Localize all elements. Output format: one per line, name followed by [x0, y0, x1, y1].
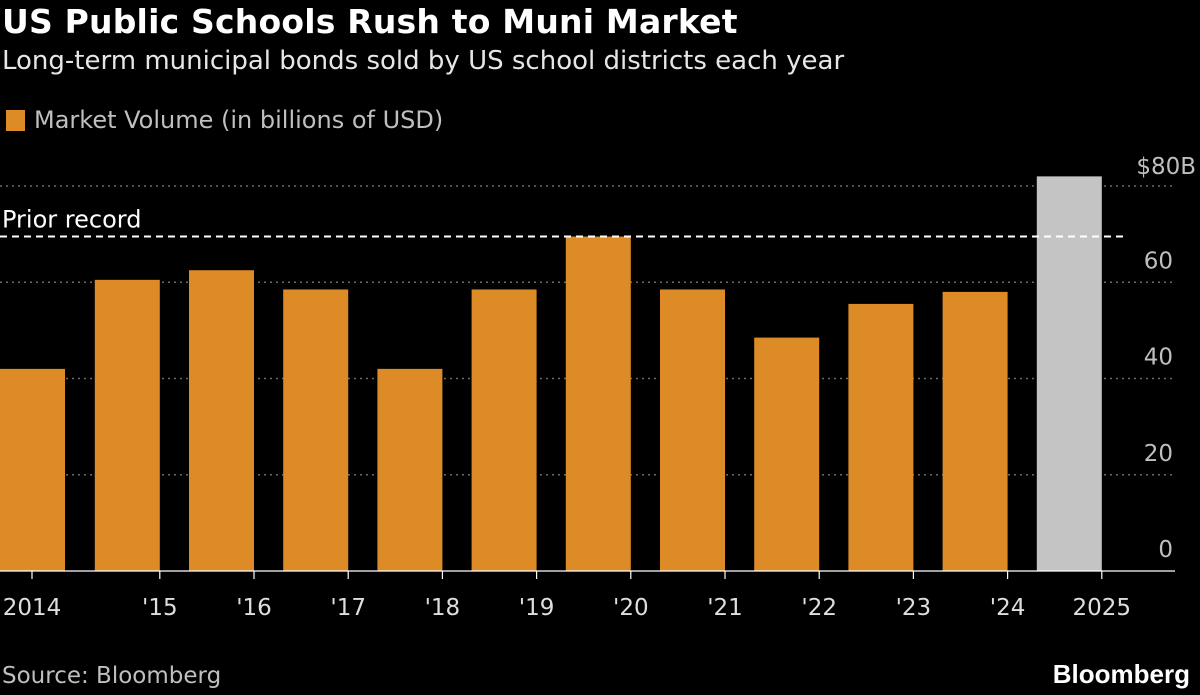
reference-line-label: Prior record [2, 206, 141, 234]
x-tick-label-18: '18 [425, 595, 461, 621]
bar-chart: Prior record 0 20 40 60 $80B 2014 '15 '16 '17 '18 '… [0, 154, 1196, 621]
x-tick-label-24: '24 [990, 595, 1026, 621]
x-tick-label-17: '17 [330, 595, 366, 621]
bar-16 [189, 270, 254, 571]
bar-15 [94, 279, 160, 571]
x-tick-label-22: '22 [801, 595, 837, 621]
y-tick-label-80: $80B [1136, 154, 1196, 180]
x-tick-label-19: '19 [519, 595, 555, 621]
bloomberg-logo: Bloomberg [1052, 659, 1190, 689]
bar-21 [660, 289, 725, 571]
bar-22 [754, 337, 820, 571]
source-note: Source: Bloomberg [2, 663, 222, 689]
y-tick-label-60: 60 [1144, 248, 1173, 274]
x-tick-label-20: '20 [613, 595, 649, 621]
x-tick-label-2025: 2025 [1073, 595, 1132, 621]
x-tick-label-15: '15 [142, 595, 178, 621]
x-tick-label-23: '23 [896, 595, 932, 621]
bar-19 [471, 289, 537, 571]
legend: Market Volume (in billions of USD) [6, 102, 443, 138]
bar-24 [942, 291, 1008, 571]
bar-23 [848, 303, 914, 571]
legend-label: Market Volume (in billions of USD) [34, 106, 444, 134]
bar-2014 [0, 368, 65, 571]
bar-18 [377, 368, 443, 571]
x-tick-label-16: '16 [236, 595, 272, 621]
chart-subtitle: Long-term municipal bonds sold by US sch… [2, 46, 845, 76]
bar-2025 [1036, 176, 1102, 571]
bar-20 [565, 236, 631, 571]
y-tick-label-40: 40 [1144, 345, 1173, 371]
x-tick-label-21: '21 [707, 595, 743, 621]
y-tick-label-0: 0 [1158, 537, 1173, 563]
legend-swatch [6, 109, 25, 131]
bar-17 [283, 289, 349, 571]
y-tick-label-20: 20 [1144, 441, 1173, 467]
x-tick-label-2014: 2014 [3, 595, 62, 621]
chart-title: US Public Schools Rush to Muni Market [2, 2, 738, 41]
